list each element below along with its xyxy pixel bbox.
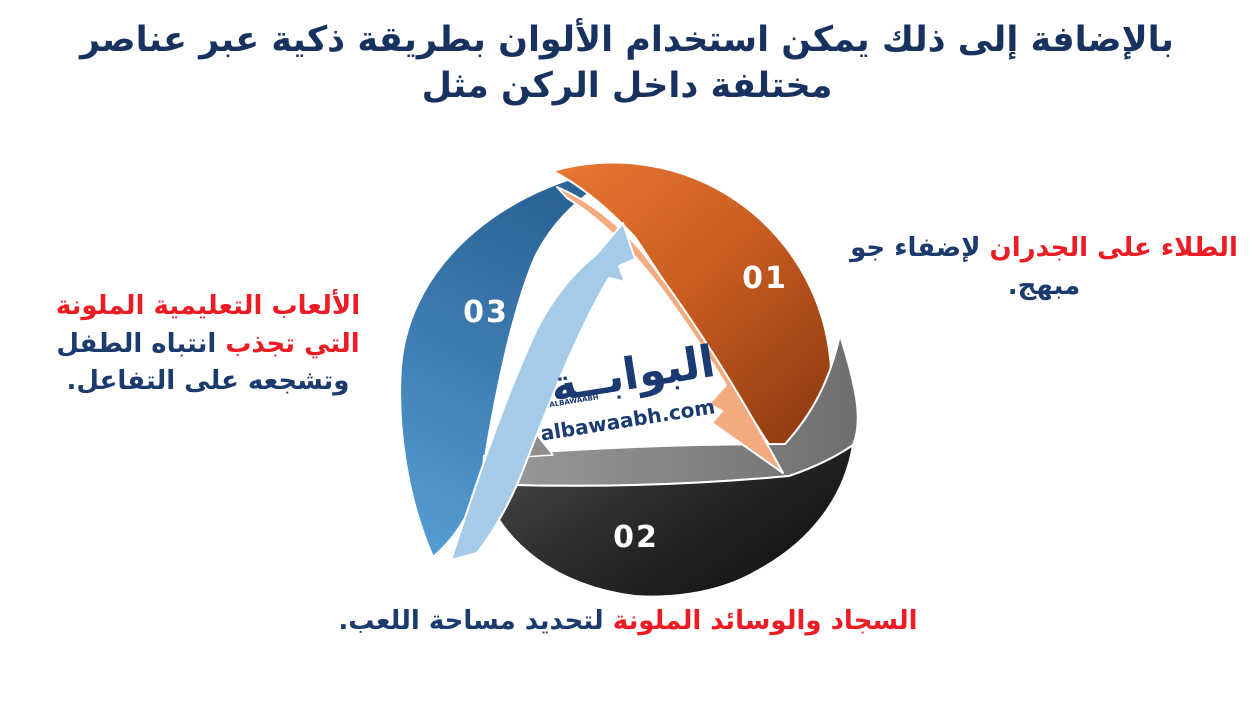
segment-02-number: 02 (613, 520, 659, 555)
note-02-rest: لتحديد مساحة اللعب. (338, 606, 613, 636)
note-01-paint-walls: الطلاء على الجدران لإضفاء جو مبهج. (840, 230, 1248, 305)
note-02-highlight: السجاد والوسائد الملونة (612, 606, 918, 636)
segment-03-number: 03 (463, 295, 509, 330)
page-title: بالإضافة إلى ذلك يمكن استخدام الألوان بط… (80, 20, 1174, 106)
segment-01-number: 01 (742, 261, 788, 296)
color-usage-cycle-diagram: البوابــة ALBAWAABH albawaabh.com 01 03 … (399, 161, 859, 598)
note-01-highlight: الطلاء على الجدران (989, 233, 1238, 263)
note-01-rest: لإضفاء جو مبهج. (850, 233, 1081, 301)
segment-02-arc (481, 444, 854, 598)
note-03-highlight: الألعاب التعليمية الملونة التي تجذب (55, 291, 361, 359)
note-02-rugs-cushions: السجاد والوسائد الملونة لتحديد مساحة الل… (318, 603, 938, 641)
note-03-rest: انتباه الطفل وتشجعه على التفاعل. (56, 328, 350, 397)
note-03-educational-toys: الألعاب التعليمية الملونة التي تجذب انتب… (26, 288, 390, 401)
segment-03-band-arrow (450, 222, 636, 561)
